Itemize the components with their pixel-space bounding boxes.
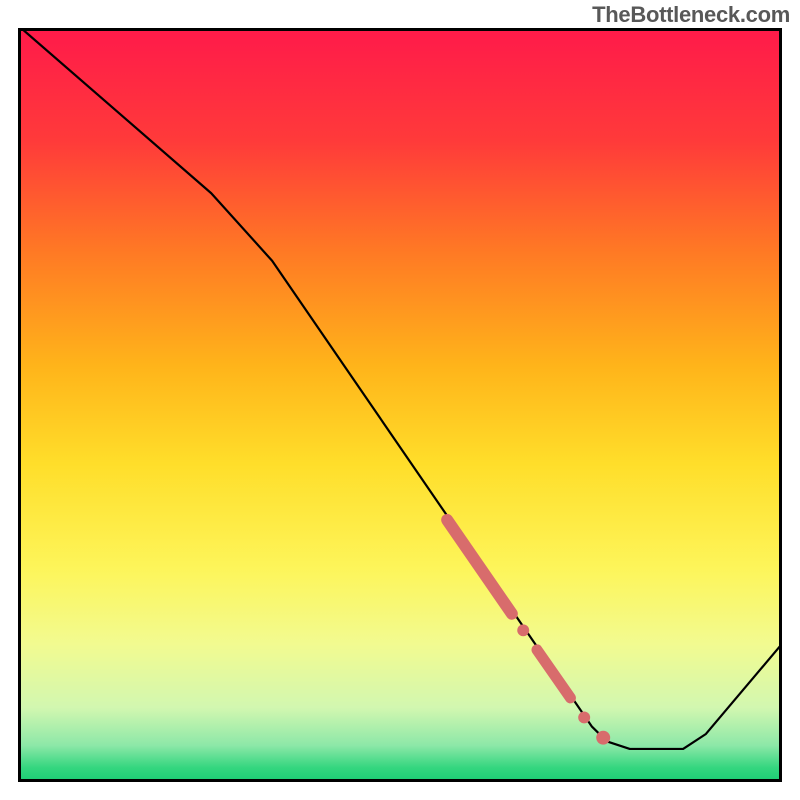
highlight-dot (578, 711, 590, 723)
chart-plot-area (18, 28, 782, 782)
watermark-text: TheBottleneck.com (592, 2, 790, 28)
chart-border-top (21, 28, 782, 31)
highlight-dot (517, 624, 529, 636)
chart-background (21, 28, 782, 779)
chart-svg (21, 28, 782, 779)
chart-border-right (779, 28, 782, 779)
highlight-dot (596, 731, 610, 745)
